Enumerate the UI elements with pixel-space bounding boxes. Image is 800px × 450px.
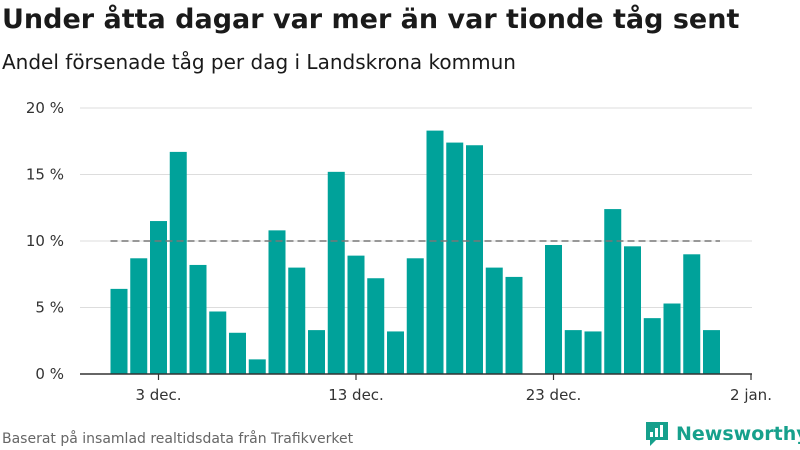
bar: [169, 151, 187, 374]
bar: [150, 221, 167, 374]
bar: [485, 267, 503, 374]
brand-name: Newsworthy: [676, 423, 800, 445]
bar: [327, 171, 345, 374]
source-note: Baserat på insamlad realtidsdata från Tr…: [2, 431, 354, 447]
x-tick-label: 2 jan.: [730, 386, 772, 404]
bar: [564, 330, 582, 374]
bar: [426, 130, 444, 374]
bar: [288, 267, 306, 374]
y-tick-label: 10 %: [26, 232, 64, 250]
bar: [406, 258, 424, 374]
bar: [110, 288, 128, 374]
y-tick-label: 5 %: [35, 299, 64, 317]
chart-title: Under åtta dagar var mer än var tionde t…: [2, 4, 740, 35]
bar: [229, 332, 246, 374]
bar: [446, 142, 464, 374]
newsworthy-brand: Newsworthy: [644, 420, 800, 448]
bar: [466, 145, 483, 374]
bar: [268, 230, 286, 374]
bar: [347, 255, 365, 374]
chart-subtitle: Andel försenade tåg per dag i Landskrona…: [2, 50, 516, 74]
y-tick-label: 20 %: [26, 99, 64, 117]
bar: [248, 359, 266, 374]
bar: [387, 331, 404, 374]
bar: [367, 278, 385, 374]
bar: [545, 244, 562, 374]
bar: [209, 311, 227, 374]
bar: [505, 276, 523, 374]
bar: [703, 330, 720, 374]
y-tick-label: 0 %: [35, 365, 64, 383]
bar: [683, 254, 701, 374]
bar: [308, 330, 325, 374]
newsworthy-logo-icon: [646, 422, 668, 446]
bar: [189, 264, 207, 374]
x-tick-label: 13 dec.: [328, 386, 384, 404]
x-tick-label: 23 dec.: [526, 386, 582, 404]
bar: [584, 331, 602, 374]
bar: [130, 258, 148, 374]
bar: [624, 246, 641, 374]
bar: [663, 303, 681, 374]
bar: [643, 318, 661, 374]
bar: [604, 209, 622, 374]
y-tick-label: 15 %: [26, 166, 64, 184]
x-tick-label: 3 dec.: [135, 386, 181, 404]
